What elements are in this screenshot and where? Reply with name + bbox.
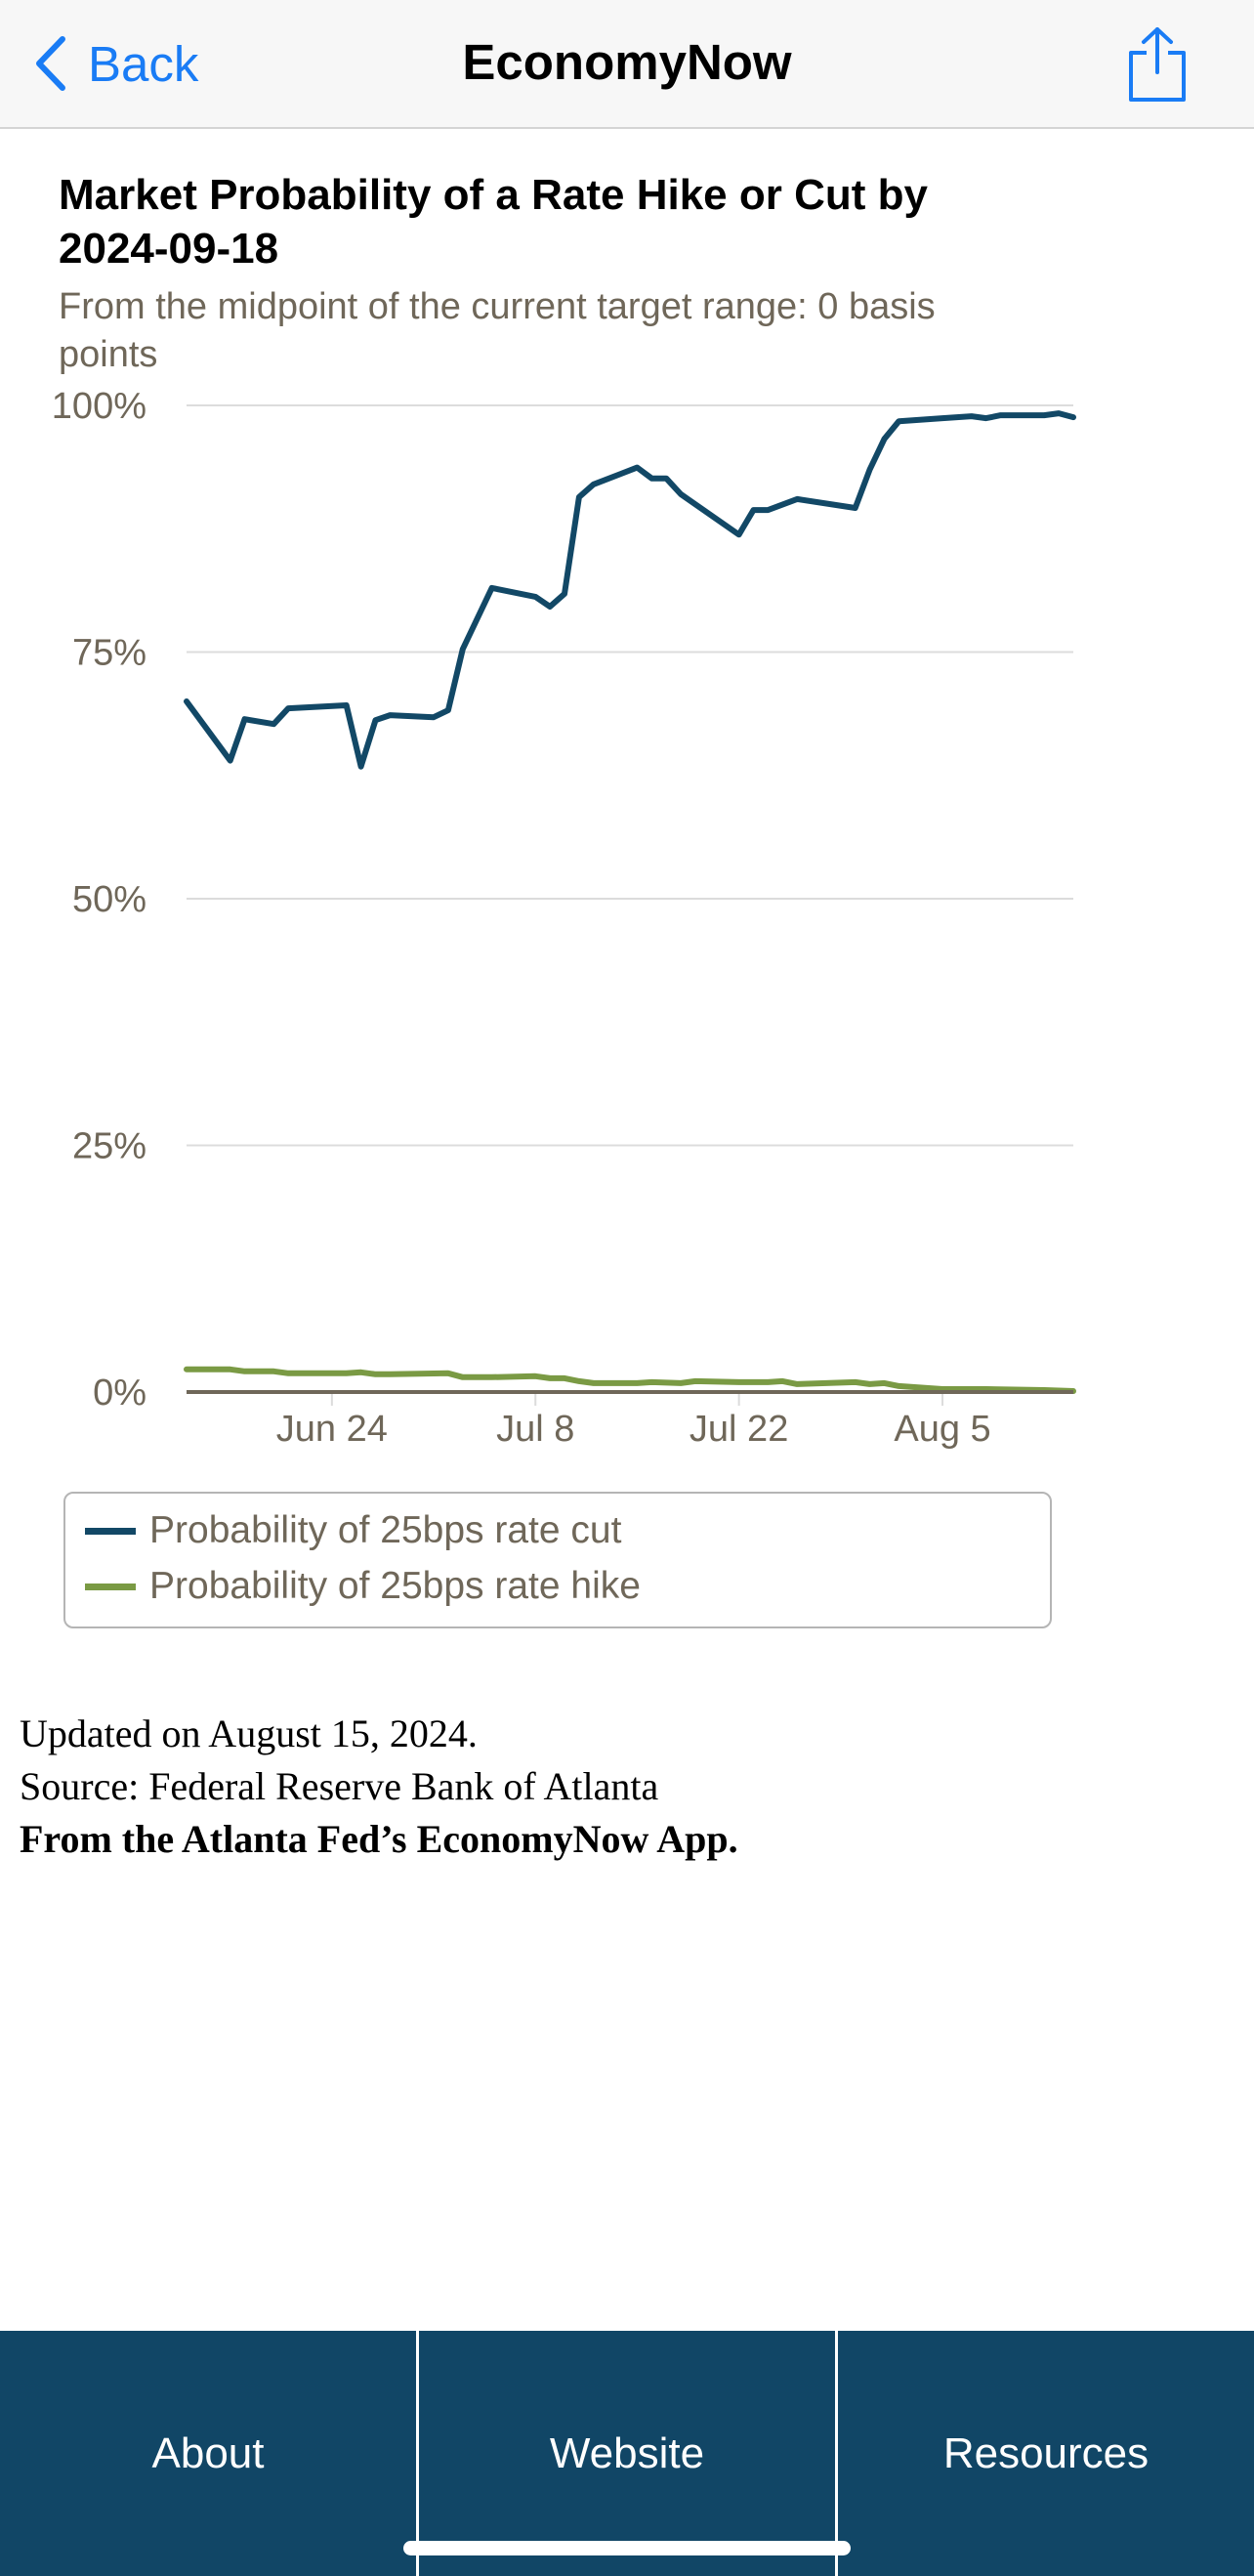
- tab-resources[interactable]: Resources: [835, 2331, 1254, 2576]
- y-tick-label: 0%: [93, 1372, 146, 1414]
- page-title: EconomyNow: [462, 34, 792, 90]
- tab-website[interactable]: Website: [416, 2331, 835, 2576]
- updated-date: Updated on August 15, 2024.: [20, 1711, 478, 1755]
- chevron-left-icon: [33, 35, 66, 92]
- bottom-tab-bar: About Website Resources: [0, 2331, 1254, 2576]
- rate-probability-chart: 100% 75% 50% 25% 0% Jun 24 Jul 8 Jul 22 Aug 5: [52, 386, 1076, 1450]
- legend-item-rate-hike: Probability of 25bps rate hike: [85, 1562, 641, 1611]
- y-tick-label: 50%: [72, 879, 146, 920]
- series-line-rate-cut: [184, 410, 1076, 770]
- chart-legend: Probability of 25bps rate cut Probabilit…: [63, 1492, 1052, 1628]
- back-button[interactable]: Back: [33, 29, 198, 98]
- x-tick-label: Jul 8: [496, 1409, 574, 1450]
- share-icon: [1125, 27, 1190, 107]
- chart-subtitle: From the midpoint of the current target …: [59, 286, 936, 375]
- legend-item-rate-cut: Probability of 25bps rate cut: [85, 1506, 621, 1555]
- legend-swatch-rate-hike: [85, 1583, 136, 1590]
- y-tick-label: 100%: [52, 386, 146, 427]
- y-tick-label: 25%: [72, 1126, 146, 1167]
- chart-title: Market Probability of a Rate Hike or Cut…: [59, 171, 928, 273]
- legend-label-rate-cut: Probability of 25bps rate cut: [149, 1509, 622, 1551]
- navigation-bar: Back EconomyNow: [0, 0, 1254, 129]
- x-tick-label: Jul 22: [690, 1409, 788, 1450]
- home-indicator: [403, 2541, 851, 2555]
- back-label: Back: [88, 35, 199, 92]
- footnote: Updated on August 15, 2024. Source: Fede…: [20, 1708, 1191, 1866]
- x-tick-label: Jun 24: [276, 1409, 388, 1450]
- legend-swatch-rate-cut: [85, 1527, 136, 1535]
- tab-about[interactable]: About: [151, 2428, 265, 2477]
- source-line: Source: Federal Reserve Bank of Atlanta: [20, 1764, 659, 1808]
- share-button[interactable]: [1125, 25, 1190, 108]
- x-tick-label: Aug 5: [894, 1409, 990, 1450]
- app-credit: From the Atlanta Fed’s EconomyNow App.: [20, 1817, 738, 1861]
- series-line-rate-hike: [184, 1366, 1076, 1394]
- legend-label-rate-hike: Probability of 25bps rate hike: [149, 1565, 641, 1607]
- y-tick-label: 75%: [72, 633, 146, 674]
